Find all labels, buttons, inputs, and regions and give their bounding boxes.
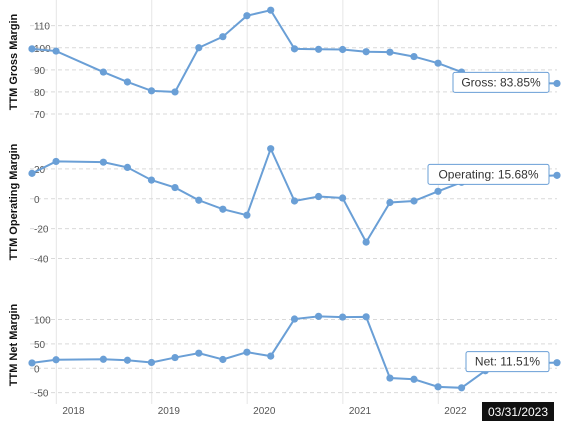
y-axis-label: TTM Net Margin bbox=[8, 303, 20, 386]
data-point[interactable] bbox=[339, 45, 347, 54]
value-tooltip: Operating: 15.68% bbox=[427, 163, 550, 185]
data-point[interactable] bbox=[123, 356, 132, 364]
data-point[interactable] bbox=[243, 12, 251, 20]
crosshair-date-label: 03/31/2023 bbox=[482, 402, 554, 421]
y-axis-label: TTM Gross Margin bbox=[8, 13, 20, 110]
y-tick-label: -50 bbox=[34, 389, 49, 400]
data-point[interactable] bbox=[553, 79, 561, 88]
data-point[interactable] bbox=[386, 48, 394, 56]
series-line bbox=[31, 315, 558, 389]
data-point[interactable] bbox=[267, 6, 275, 14]
y-tick-label: 0 bbox=[34, 364, 40, 375]
data-point[interactable] bbox=[219, 355, 227, 364]
data-point[interactable] bbox=[410, 52, 418, 61]
data-point[interactable] bbox=[434, 383, 442, 391]
tooltip-text: Operating: 15.68% bbox=[438, 167, 538, 181]
data-point[interactable] bbox=[28, 359, 36, 367]
data-point[interactable] bbox=[339, 194, 347, 202]
y-tick-label: 50 bbox=[34, 340, 46, 351]
data-point[interactable] bbox=[362, 313, 370, 321]
data-point[interactable] bbox=[123, 163, 132, 171]
y-tick-label: 100 bbox=[34, 316, 51, 327]
y-tick-label: 0 bbox=[34, 195, 40, 206]
data-point[interactable] bbox=[52, 356, 60, 364]
data-point[interactable] bbox=[434, 187, 442, 195]
tooltip-box bbox=[427, 163, 550, 185]
data-point[interactable] bbox=[219, 205, 227, 213]
data-point[interactable] bbox=[99, 158, 107, 166]
data-point[interactable] bbox=[195, 349, 203, 357]
data-point[interactable] bbox=[243, 211, 251, 219]
data-point[interactable] bbox=[123, 78, 132, 86]
data-point[interactable] bbox=[410, 375, 418, 383]
x-tick-label: 2018 bbox=[62, 406, 85, 417]
data-point[interactable] bbox=[171, 353, 179, 362]
data-point[interactable] bbox=[290, 315, 299, 323]
x-tick-label: 2021 bbox=[349, 406, 372, 417]
data-point[interactable] bbox=[171, 183, 179, 192]
y-tick-label: 70 bbox=[34, 110, 46, 121]
data-point[interactable] bbox=[28, 45, 36, 53]
data-point[interactable] bbox=[362, 48, 370, 56]
value-tooltip: Net: 11.51% bbox=[465, 351, 550, 373]
data-point[interactable] bbox=[314, 45, 323, 53]
value-tooltip: Gross: 83.85% bbox=[452, 71, 550, 93]
y-tick-label: 110 bbox=[34, 22, 50, 33]
data-point[interactable] bbox=[553, 359, 561, 367]
data-point[interactable] bbox=[219, 33, 227, 41]
date-text: 03/31/2023 bbox=[488, 405, 548, 419]
series-line bbox=[31, 146, 558, 245]
data-point[interactable] bbox=[290, 45, 299, 53]
data-point[interactable] bbox=[457, 384, 466, 392]
data-point[interactable] bbox=[267, 145, 275, 153]
x-tick-label: 2020 bbox=[253, 406, 276, 417]
data-point[interactable] bbox=[267, 352, 275, 360]
data-point[interactable] bbox=[410, 197, 418, 205]
date-box bbox=[482, 402, 554, 421]
y-tick-label: -20 bbox=[34, 225, 49, 236]
data-point[interactable] bbox=[99, 68, 107, 76]
data-point[interactable] bbox=[434, 59, 442, 67]
data-point[interactable] bbox=[386, 374, 394, 382]
data-point[interactable] bbox=[314, 312, 323, 320]
data-point[interactable] bbox=[553, 171, 561, 179]
data-point[interactable] bbox=[195, 196, 203, 204]
data-point[interactable] bbox=[386, 198, 394, 207]
data-point[interactable] bbox=[195, 44, 203, 52]
tooltip-text: Gross: 83.85% bbox=[461, 75, 541, 89]
data-point[interactable] bbox=[147, 358, 156, 367]
data-point[interactable] bbox=[99, 355, 107, 363]
data-point[interactable] bbox=[52, 47, 60, 55]
data-point[interactable] bbox=[147, 176, 156, 184]
data-point[interactable] bbox=[339, 313, 347, 321]
x-tick-label: 2022 bbox=[444, 406, 467, 417]
x-tick-label: 2019 bbox=[158, 406, 181, 417]
data-point[interactable] bbox=[28, 169, 36, 177]
y-tick-label: 90 bbox=[34, 66, 46, 77]
data-point[interactable] bbox=[314, 192, 323, 201]
data-point[interactable] bbox=[243, 348, 251, 356]
tooltip-box bbox=[465, 351, 550, 373]
data-point[interactable] bbox=[52, 157, 60, 166]
y-axis-label: TTM Operating Margin bbox=[8, 143, 20, 260]
y-tick-label: -40 bbox=[34, 255, 49, 266]
tooltip-text: Net: 11.51% bbox=[475, 355, 540, 369]
y-tick-label: 80 bbox=[34, 88, 46, 99]
data-point[interactable] bbox=[171, 88, 179, 96]
data-point[interactable] bbox=[147, 87, 156, 95]
data-point[interactable] bbox=[362, 238, 370, 246]
data-point[interactable] bbox=[290, 197, 299, 205]
tooltip-box bbox=[452, 71, 550, 93]
